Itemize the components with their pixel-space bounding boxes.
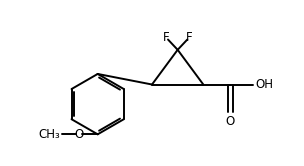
Text: CH₃: CH₃ [39, 128, 60, 141]
Text: F: F [186, 31, 192, 44]
Text: F: F [163, 31, 170, 44]
Text: OH: OH [256, 78, 274, 91]
Text: O: O [74, 128, 84, 141]
Text: O: O [226, 115, 235, 128]
